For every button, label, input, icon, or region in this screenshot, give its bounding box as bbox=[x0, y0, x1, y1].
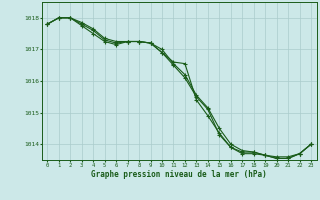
X-axis label: Graphe pression niveau de la mer (hPa): Graphe pression niveau de la mer (hPa) bbox=[91, 170, 267, 179]
